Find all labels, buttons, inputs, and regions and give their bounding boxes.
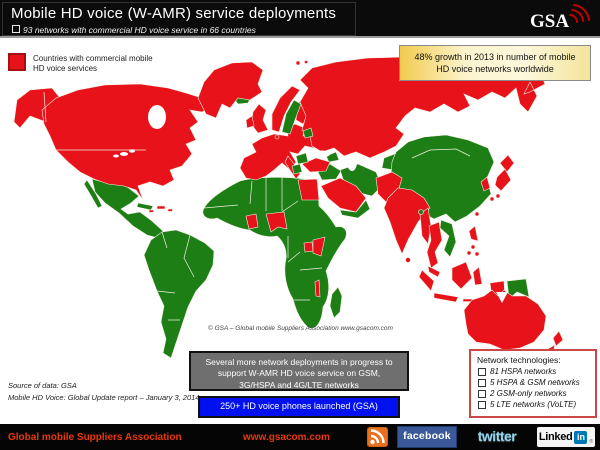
- page-subtitle: 93 networks with commercial HD voice ser…: [12, 25, 256, 35]
- footer-org-name: Global mobile Suppliers Association: [8, 432, 182, 443]
- page-subtitle-text: 93 networks with commercial HD voice ser…: [23, 25, 256, 35]
- linkedin-label: Linked: [538, 431, 573, 443]
- checkbox-bullet-icon: [478, 401, 486, 409]
- tech-item-lte-volte: 5 LTE networks (VoLTE): [477, 400, 589, 409]
- map-legend: Countries with commercial mobile HD voic…: [8, 53, 161, 74]
- legend-label: Countries with commercial mobile HD voic…: [33, 54, 153, 73]
- tech-item-hspa: 81 HSPA networks: [477, 367, 589, 376]
- source-note: Source of data: GSA Mobile HD Voice: Glo…: [8, 380, 200, 404]
- tech-item-label: 81 HSPA networks: [490, 367, 557, 376]
- checkbox-bullet-icon: [12, 25, 20, 33]
- footer-url[interactable]: www.gsacom.com: [243, 432, 330, 443]
- tech-item-label: 2 GSM-only networks: [490, 389, 567, 398]
- gsa-logo: GSA: [530, 4, 590, 32]
- tech-item-label: 5 HSPA & GSM networks: [490, 378, 580, 387]
- tech-item-label: 5 LTE networks (VoLTE): [490, 400, 577, 409]
- legend-red-swatch: [8, 53, 26, 71]
- footer: Global mobile Suppliers Association www.…: [0, 424, 600, 450]
- gsa-wave-icon: [571, 9, 584, 22]
- map-copyright: © GSA – Global mobile Suppliers Associat…: [208, 325, 393, 332]
- rss-icon[interactable]: [367, 427, 388, 447]
- linkedin-registered-mark: ®: [589, 439, 594, 445]
- checkbox-bullet-icon: [478, 379, 486, 387]
- source-note-line1: Source of data: GSA: [8, 381, 77, 390]
- other-countries-overlay-layer: [281, 99, 457, 258]
- social-icons: facebook twitter Linked in ®: [367, 426, 595, 448]
- checkbox-bullet-icon: [478, 368, 486, 376]
- facebook-icon[interactable]: facebook: [397, 426, 457, 448]
- source-note-line2: Mobile HD Voice: Global Update report – …: [8, 393, 200, 402]
- checkbox-bullet-icon: [478, 390, 486, 398]
- growth-highlight-box: 48% growth in 2013 in number of mobile H…: [399, 45, 591, 81]
- title-box: Mobile HD voice (W-AMR) service deployme…: [2, 2, 356, 36]
- gsa-wave-icon: [569, 14, 578, 23]
- gsa-logo-text: GSA: [530, 11, 569, 32]
- twitter-icon[interactable]: twitter: [477, 428, 517, 444]
- hd-phones-box: 250+ HD voice phones launched (GSA): [198, 396, 400, 418]
- page-title: Mobile HD voice (W-AMR) service deployme…: [11, 5, 337, 22]
- network-technologies-title: Network technologies:: [477, 355, 561, 365]
- linkedin-in-badge: in: [574, 430, 588, 444]
- network-technologies-box: Network technologies: 81 HSPA networks 5…: [469, 349, 597, 418]
- deployments-progress-box: Several more network deployments in prog…: [189, 351, 409, 391]
- country-borders-layer: [43, 91, 471, 321]
- gsa-wave-icon: [573, 4, 590, 21]
- tech-item-hspa-gsm: 5 HSPA & GSM networks: [477, 378, 589, 387]
- deployed-countries-layer: [13, 56, 564, 363]
- header: Mobile HD voice (W-AMR) service deployme…: [0, 0, 600, 38]
- tech-item-gsm-only: 2 GSM-only networks: [477, 389, 589, 398]
- linkedin-icon[interactable]: Linked in ®: [537, 427, 595, 447]
